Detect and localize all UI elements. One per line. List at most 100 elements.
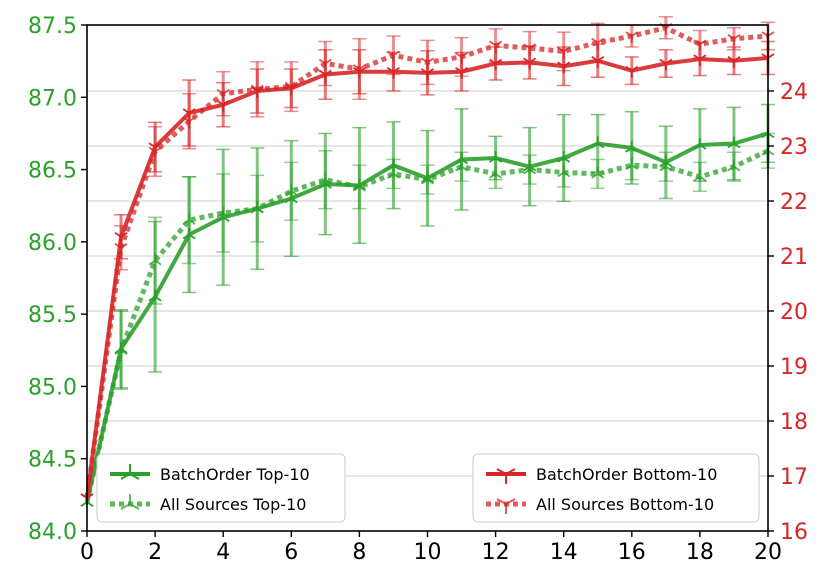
tick-label-x-1: 2: [148, 540, 162, 565]
point-3-18: [693, 39, 707, 52]
point-3-10: [421, 57, 434, 70]
point-3-3: [182, 116, 196, 129]
point-3-11: [455, 52, 469, 64]
tick-label-right-5: 21: [780, 245, 808, 270]
point-0-6: [284, 191, 298, 204]
point-1-17: [659, 159, 673, 172]
point-2-3: [182, 108, 196, 120]
tick-label-x-3: 6: [284, 540, 298, 565]
point-1-10: [421, 172, 434, 185]
point-1-18: [693, 169, 707, 182]
point-2-11: [455, 67, 469, 79]
point-2-17: [659, 58, 673, 71]
point-1-1: [114, 343, 128, 356]
point-1-3: [182, 213, 196, 225]
point-2-15: [591, 56, 605, 68]
point-0-15: [591, 136, 605, 149]
point-0-9: [386, 158, 400, 170]
point-1-11: [455, 159, 469, 172]
point-1-16: [625, 158, 639, 170]
point-3-13: [523, 43, 537, 56]
point-3-4: [216, 89, 230, 101]
point-2-12: [489, 58, 503, 71]
point-2-4: [216, 100, 230, 112]
point-3-9: [386, 50, 400, 63]
tick-label-right-4: 20: [780, 300, 808, 325]
point-0-3: [182, 227, 196, 240]
tick-label-left-2: 85.0: [28, 375, 77, 400]
point-1-5: [250, 201, 264, 214]
point-2-1: [114, 232, 128, 244]
tick-label-left-0: 84.0: [28, 520, 77, 545]
point-1-19: [727, 159, 741, 172]
legend-batchorder-top10-marker: [120, 464, 140, 480]
legend-allsources-top10-marker: [120, 494, 140, 510]
point-1-6: [284, 184, 298, 197]
point-2-7: [318, 69, 332, 82]
legend-batchorder-bottom10-marker: [496, 468, 516, 484]
point-1-13: [523, 162, 537, 175]
point-2-9: [386, 67, 400, 79]
point-0-16: [625, 140, 639, 153]
point-3-15: [591, 37, 605, 50]
legend-allsources-bottom10-marker: [496, 498, 516, 514]
tick-label-x-2: 4: [216, 540, 230, 565]
tick-label-x-7: 14: [550, 540, 578, 565]
point-3-8: [352, 64, 366, 76]
point-0-2: [148, 289, 162, 302]
series-markers: [80, 23, 775, 507]
point-2-13: [523, 57, 537, 70]
tick-label-right-0: 16: [780, 520, 808, 545]
legend-batchorder-bottom10-label: BatchOrder Bottom-10: [536, 465, 717, 484]
point-3-12: [489, 40, 503, 53]
legend-top10: BatchOrder Top-10 All Sources Top-10: [96, 453, 346, 523]
tick-label-x-5: 10: [414, 540, 442, 565]
tick-label-right-1: 17: [780, 465, 808, 490]
point-0-12: [489, 151, 503, 163]
point-1-4: [216, 205, 230, 218]
tick-label-left-5: 86.5: [28, 159, 77, 184]
tick-label-left-3: 85.5: [28, 303, 77, 328]
tick-label-x-4: 8: [352, 540, 366, 565]
point-2-18: [693, 54, 707, 67]
legend-bottom10: BatchOrder Bottom-10 All Sources Bottom-…: [472, 453, 760, 523]
tick-label-x-8: 16: [618, 540, 646, 565]
point-3-19: [727, 34, 741, 46]
legend-allsources-bottom10-label: All Sources Bottom-10: [536, 495, 714, 514]
point-1-2: [148, 253, 162, 266]
point-0-19: [727, 136, 741, 149]
tick-label-x-9: 18: [686, 540, 714, 565]
tick-label-left-6: 87.0: [28, 86, 77, 111]
point-1-12: [489, 166, 503, 179]
tick-label-right-3: 19: [780, 355, 808, 380]
point-2-10: [421, 68, 434, 80]
tick-label-x-6: 12: [482, 540, 510, 565]
point-1-8: [352, 179, 366, 192]
tick-label-right-6: 22: [780, 190, 808, 215]
point-2-19: [727, 56, 741, 68]
point-3-1: [114, 243, 128, 255]
axis-ticks: 16171819202122232484.084.585.085.586.086…: [28, 14, 808, 565]
legend-batchorder-top10-label: BatchOrder Top-10: [160, 465, 310, 484]
point-1-15: [591, 166, 605, 179]
point-0-11: [455, 152, 469, 165]
legend-top10-box: [96, 453, 346, 523]
point-0-18: [693, 137, 707, 150]
point-2-14: [557, 61, 571, 74]
legend-allsources-top10-label: All Sources Top-10: [160, 495, 306, 514]
point-1-7: [318, 172, 332, 185]
point-3-16: [625, 31, 639, 43]
tick-label-right-2: 18: [780, 410, 808, 435]
tick-label-left-4: 86.0: [28, 231, 77, 256]
tick-label-x-0: 0: [80, 540, 94, 565]
point-3-5: [250, 84, 264, 97]
point-1-14: [557, 165, 571, 178]
tick-label-right-7: 23: [780, 135, 808, 160]
point-0-14: [557, 151, 571, 163]
legend-bottom10-box: [472, 453, 760, 523]
tick-label-left-7: 87.5: [28, 14, 77, 39]
tick-label-left-1: 84.5: [28, 448, 77, 473]
point-3-2: [148, 146, 162, 159]
tick-label-right-8: 24: [780, 80, 808, 105]
point-2-16: [625, 65, 639, 78]
